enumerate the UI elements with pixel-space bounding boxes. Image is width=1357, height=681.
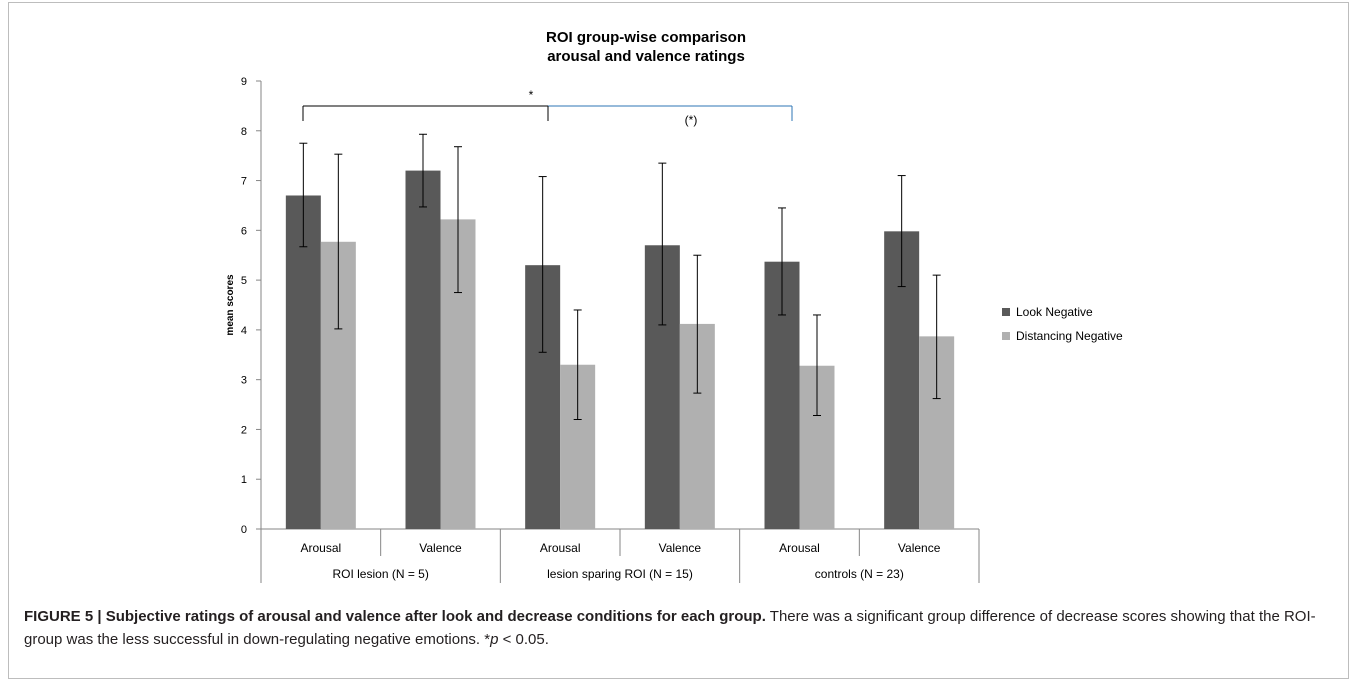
bar-look-negative bbox=[285, 195, 321, 529]
caption-title: FIGURE 5 | Subjective ratings of arousal… bbox=[24, 608, 766, 625]
y-tick-label: 4 bbox=[241, 325, 247, 337]
y-tick-label: 6 bbox=[241, 225, 247, 237]
legend-label: Distancing Negative bbox=[1016, 329, 1123, 343]
y-tick-label: 2 bbox=[241, 424, 247, 436]
significance-marker: (*) bbox=[685, 113, 698, 127]
y-tick-label: 9 bbox=[241, 76, 247, 88]
caption-tail: < 0.05. bbox=[498, 631, 549, 648]
figure-caption: FIGURE 5 | Subjective ratings of arousal… bbox=[24, 605, 1334, 651]
bar-chart: ROI group-wise comparison arousal and va… bbox=[225, 29, 1123, 583]
y-tick-label: 0 bbox=[241, 524, 247, 536]
caption-p: p bbox=[490, 631, 499, 648]
chart-title-line2: arousal and valence ratings bbox=[547, 48, 745, 65]
x-category-label: Arousal bbox=[300, 541, 341, 555]
x-group-label: lesion sparing ROI (N = 15) bbox=[547, 567, 693, 581]
x-category-label: Valence bbox=[659, 541, 702, 555]
caption-text: There was a significant group difference… bbox=[24, 608, 1316, 648]
legend-label: Look Negative bbox=[1016, 305, 1093, 319]
y-tick-label: 5 bbox=[241, 275, 247, 287]
legend-swatch bbox=[1002, 332, 1010, 340]
y-tick-label: 3 bbox=[241, 375, 247, 387]
x-category-label: Arousal bbox=[779, 541, 820, 555]
bar-look-negative bbox=[405, 170, 441, 529]
y-axis-label: mean scores bbox=[225, 274, 236, 336]
x-group-label: controls (N = 23) bbox=[815, 567, 904, 581]
x-group-label: ROI lesion (N = 5) bbox=[332, 567, 428, 581]
y-tick-label: 1 bbox=[241, 474, 247, 486]
x-category-label: Valence bbox=[419, 541, 462, 555]
significance-marker: * bbox=[529, 88, 534, 102]
y-tick-label: 8 bbox=[241, 126, 247, 138]
y-tick-label: 7 bbox=[241, 176, 247, 188]
chart-title-line1: ROI group-wise comparison bbox=[546, 29, 746, 46]
x-category-label: Valence bbox=[898, 541, 941, 555]
legend-swatch bbox=[1002, 308, 1010, 316]
x-category-label: Arousal bbox=[540, 541, 581, 555]
